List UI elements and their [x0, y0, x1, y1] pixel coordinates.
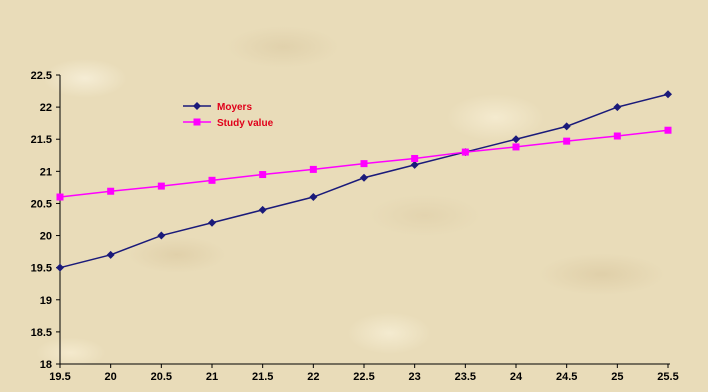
- data-point: [309, 193, 318, 202]
- y-ticks: 18 18.5 19 19.5 20 20.5 21 21.5 22 22.5: [31, 70, 60, 371]
- data-point: [107, 187, 115, 195]
- data-point: [309, 165, 317, 173]
- data-point: [157, 231, 166, 240]
- data-point: [360, 173, 368, 182]
- series-moyers: [56, 90, 672, 272]
- x-tick-label: 20: [105, 371, 117, 383]
- x-tick-label: 22.5: [353, 371, 374, 383]
- data-point: [208, 176, 216, 184]
- data-point: [613, 103, 622, 112]
- y-tick-label: 21.5: [31, 134, 52, 146]
- data-point: [410, 160, 419, 169]
- data-point: [512, 143, 520, 151]
- y-tick-label: 18.5: [31, 327, 52, 339]
- data-point: [562, 122, 571, 131]
- data-point: [461, 148, 469, 156]
- x-tick-label: 20.5: [151, 371, 172, 383]
- y-tick-label: 22.5: [31, 70, 52, 82]
- series-study-value: [56, 126, 672, 201]
- x-tick-label: 19.5: [49, 371, 70, 383]
- data-point: [208, 218, 216, 227]
- x-tick-label: 22: [307, 371, 319, 383]
- legend-marker: [193, 102, 201, 110]
- y-tick-label: 21: [40, 166, 52, 178]
- x-tick-label: 24: [510, 371, 523, 383]
- y-tick-label: 22: [40, 102, 52, 114]
- x-tick-label: 23: [409, 371, 421, 383]
- axes: [59, 75, 670, 365]
- legend-entry: Moyers: [183, 102, 252, 113]
- legend-label: Moyers: [217, 102, 252, 113]
- data-point: [664, 90, 672, 99]
- legend-marker: [193, 118, 201, 126]
- x-tick-label: 25: [611, 371, 623, 383]
- x-tick-label: 25.5: [657, 371, 678, 383]
- series-layer: [56, 90, 672, 272]
- y-tick-label: 20.5: [31, 198, 52, 210]
- x-tick-label: 21: [206, 371, 218, 383]
- data-point: [259, 171, 267, 179]
- data-point: [360, 160, 368, 168]
- legend-entry: Study value: [183, 118, 274, 129]
- data-point: [258, 205, 267, 214]
- y-tick-label: 19: [40, 295, 52, 307]
- x-tick-label: 21.5: [252, 371, 273, 383]
- data-point: [613, 132, 621, 140]
- legend-label: Study value: [217, 118, 274, 129]
- data-point: [411, 154, 419, 162]
- y-tick-label: 20: [40, 231, 52, 243]
- data-point: [563, 137, 571, 145]
- y-tick-label: 19.5: [31, 263, 52, 275]
- y-tick-label: 18: [40, 359, 52, 371]
- data-point: [512, 135, 520, 144]
- data-point: [664, 126, 672, 134]
- x-tick-label: 23.5: [455, 371, 476, 383]
- data-point: [157, 182, 165, 190]
- data-point: [106, 250, 115, 259]
- x-tick-label: 24.5: [556, 371, 577, 383]
- data-point: [56, 193, 64, 201]
- x-ticks: 19.5 20 20.5 21 21.5 22 22.5 23 23.5 24 24.5 25 25.5: [49, 364, 679, 383]
- data-point: [56, 263, 64, 272]
- legend: Moyers Study value: [183, 102, 274, 129]
